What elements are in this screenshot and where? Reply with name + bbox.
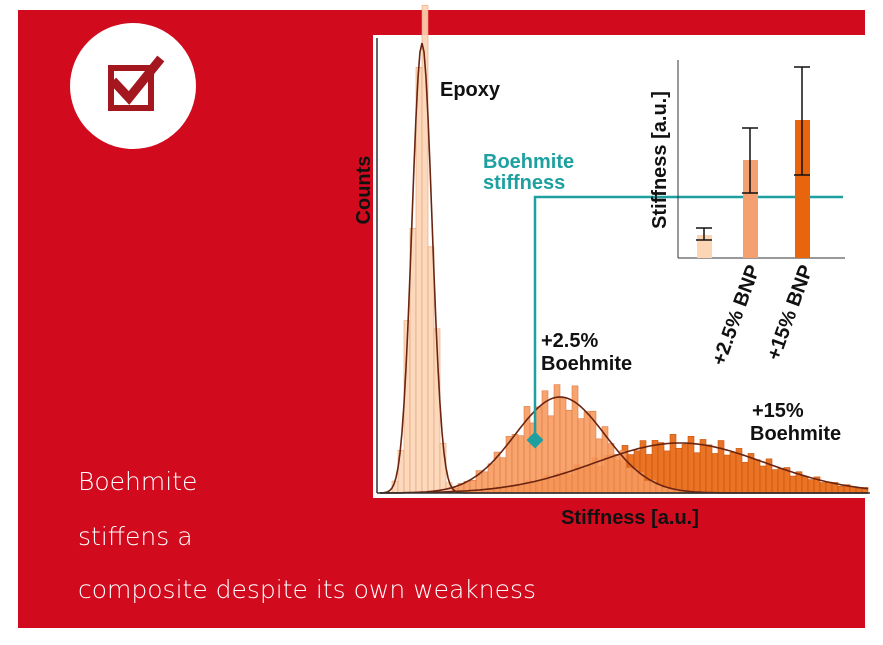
caption: composite despite its own weakness [78, 575, 536, 604]
histogram-shape [801, 475, 809, 494]
histogram-shape [699, 439, 707, 494]
histogram-shape [613, 454, 621, 494]
histogram-shape [771, 469, 779, 494]
histogram-shape [825, 481, 833, 494]
label-2-5: +2.5% [541, 330, 598, 352]
x-axis-label: Stiffness [a.u.] [561, 507, 699, 529]
histogram-shape [415, 67, 423, 494]
histogram-shape [511, 434, 519, 494]
histogram-shape [589, 410, 597, 494]
histogram-shape [693, 452, 701, 494]
label-15: +15% [752, 400, 804, 422]
histogram-shape [427, 246, 435, 494]
teal-marker [526, 195, 843, 449]
histogram-shape [777, 467, 785, 494]
histogram-shape [595, 438, 603, 494]
histogram-shape [711, 453, 719, 494]
histogram-shape [547, 415, 555, 494]
histogram-shape [753, 459, 761, 494]
stiffness-label: Boehmite [483, 151, 574, 173]
histogram-shape [741, 462, 749, 494]
inset [677, 60, 845, 259]
stiffness-label: stiffness [483, 172, 565, 194]
figure-background [373, 35, 873, 498]
histogram-shape [747, 453, 755, 494]
histogram-shape [723, 454, 731, 494]
histogram-shape [807, 479, 815, 494]
label-2-5: Boehmite [541, 353, 632, 375]
histogram-shape [681, 444, 689, 494]
histogram-shape [577, 418, 585, 494]
epoxy-label: Epoxy [440, 79, 501, 101]
histogram-shape [759, 465, 767, 494]
histogram-shape [380, 442, 869, 494]
histogram-shape [421, 5, 429, 494]
histogram-shape [583, 411, 591, 494]
histogram-shape [705, 444, 713, 494]
histogram-shape [687, 435, 695, 494]
histogram-shape [625, 467, 633, 494]
y-axis-label: Counts [353, 156, 375, 225]
label-15: Boehmite [750, 423, 841, 445]
histogram-shape [565, 409, 573, 494]
histogram-shape [837, 485, 845, 494]
caption: stiffens a [78, 522, 193, 551]
histogram-shape [729, 452, 737, 494]
histogram-shape [789, 475, 797, 494]
histogram-shape [607, 443, 615, 494]
histogram-shape [675, 447, 683, 494]
histogram-shape [559, 397, 567, 494]
check-icon [70, 23, 196, 149]
histogram-shape [631, 468, 639, 494]
inset-y-label: Stiffness [a.u.] [649, 91, 671, 229]
caption: Boehmite [78, 467, 197, 496]
histogram-shape [819, 482, 827, 494]
histogram-shape [643, 480, 651, 494]
